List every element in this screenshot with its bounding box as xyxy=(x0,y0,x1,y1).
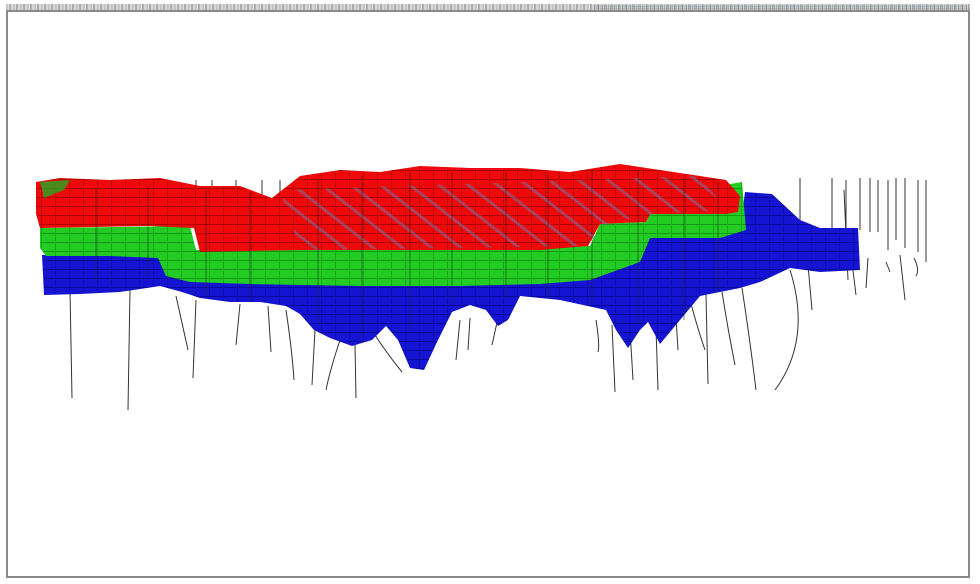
oxidation-streaks xyxy=(280,176,726,250)
middle-layer xyxy=(40,182,746,286)
top-noise-strip xyxy=(6,4,970,10)
upper-left-green-fringe xyxy=(40,180,70,198)
internal-drillhole-ticks xyxy=(95,170,719,334)
